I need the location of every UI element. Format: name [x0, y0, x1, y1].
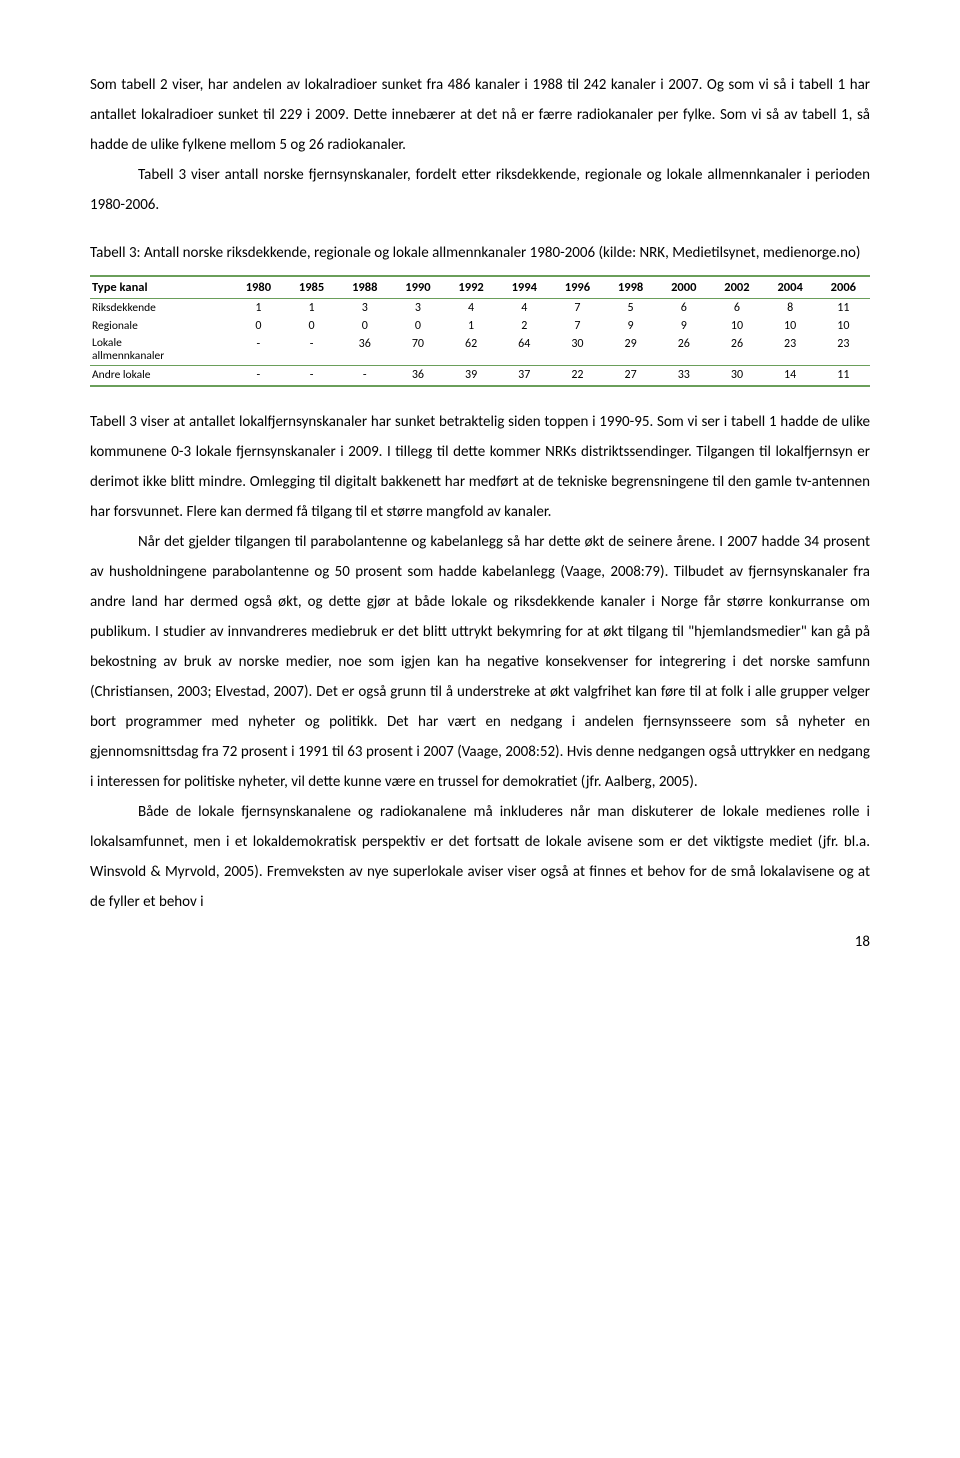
table-cell: 3: [338, 298, 391, 317]
col-header: 1996: [551, 276, 604, 299]
table-cell: 0: [391, 317, 444, 335]
table-caption: Tabell 3: Antall norske riksdekkende, re…: [90, 242, 870, 265]
table-cell: -: [285, 335, 338, 366]
table-cell: 6: [657, 298, 710, 317]
paragraph-1: Som tabell 2 viser, har andelen av lokal…: [90, 70, 870, 160]
table-cell: 26: [657, 335, 710, 366]
table-cell: 10: [764, 317, 817, 335]
table-cell: 64: [498, 335, 551, 366]
row-label: Riksdekkende: [92, 302, 156, 315]
paragraph-3: Tabell 3 viser at antallet lokalfjernsyn…: [90, 407, 870, 527]
table-3: Type kanal 1980 1985 1988 1990 1992 1994…: [90, 275, 870, 387]
col-header: 1994: [498, 276, 551, 299]
row-label: Regionale: [92, 320, 138, 333]
col-header: Type kanal: [90, 276, 232, 299]
table-cell: 11: [817, 366, 870, 386]
row-label: Lokaleallmennkanaler: [92, 337, 164, 363]
row-label: Andre lokale: [92, 369, 151, 382]
table-cell: 9: [604, 317, 657, 335]
table-cell: -: [232, 335, 285, 366]
table-cell: -: [232, 366, 285, 386]
table-cell: 37: [498, 366, 551, 386]
table-row: Lokaleallmennkanaler - - 36 70 62 64 30 …: [90, 335, 870, 366]
table-cell: 0: [285, 317, 338, 335]
table-cell: 36: [391, 366, 444, 386]
table-cell: 26: [710, 335, 763, 366]
table-cell: 7: [551, 298, 604, 317]
table-cell: 62: [445, 335, 498, 366]
col-header: 1985: [285, 276, 338, 299]
table-cell: 0: [232, 317, 285, 335]
col-header: 1980: [232, 276, 285, 299]
col-header: 2000: [657, 276, 710, 299]
table-row: Riksdekkende 1 1 3 3 4 4 7 5 6 6 8 11: [90, 298, 870, 317]
table-row: Andre lokale - - - 36 39 37 22 27 33 30 …: [90, 366, 870, 386]
table-cell: 3: [391, 298, 444, 317]
table-cell: 22: [551, 366, 604, 386]
table-cell: 0: [338, 317, 391, 335]
table-cell: 7: [551, 317, 604, 335]
col-header: 2006: [817, 276, 870, 299]
table-cell: 39: [445, 366, 498, 386]
table-cell: 33: [657, 366, 710, 386]
table-cell: 23: [817, 335, 870, 366]
table-cell: 10: [817, 317, 870, 335]
col-header: 1988: [338, 276, 391, 299]
table-cell: 2: [498, 317, 551, 335]
table-cell: -: [285, 366, 338, 386]
table-cell: 6: [710, 298, 763, 317]
table-cell: -: [338, 366, 391, 386]
table-row: Regionale 0 0 0 0 1 2 7 9 9 10 10 10: [90, 317, 870, 335]
table-cell: 1: [285, 298, 338, 317]
paragraph-4: Når det gjelder tilgangen til parabolant…: [90, 527, 870, 797]
table-cell: 9: [657, 317, 710, 335]
table-cell: 70: [391, 335, 444, 366]
paragraph-2: Tabell 3 viser antall norske fjernsynska…: [90, 160, 870, 220]
table-cell: 30: [551, 335, 604, 366]
col-header: 1990: [391, 276, 444, 299]
table-cell: 29: [604, 335, 657, 366]
table-cell: 14: [764, 366, 817, 386]
table-cell: 36: [338, 335, 391, 366]
table-header-row: Type kanal 1980 1985 1988 1990 1992 1994…: [90, 276, 870, 299]
paragraph-5: Både de lokale fjernsynskanalene og radi…: [90, 797, 870, 917]
page-number: 18: [90, 933, 870, 951]
table-cell: 1: [232, 298, 285, 317]
col-header: 1998: [604, 276, 657, 299]
col-header: 2002: [710, 276, 763, 299]
table-cell: 5: [604, 298, 657, 317]
col-header: 1992: [445, 276, 498, 299]
table-cell: 10: [710, 317, 763, 335]
table-cell: 23: [764, 335, 817, 366]
col-header: 2004: [764, 276, 817, 299]
table-cell: 4: [498, 298, 551, 317]
table-cell: 27: [604, 366, 657, 386]
table-cell: 8: [764, 298, 817, 317]
table-cell: 4: [445, 298, 498, 317]
table-cell: 1: [445, 317, 498, 335]
table-cell: 11: [817, 298, 870, 317]
table-cell: 30: [710, 366, 763, 386]
